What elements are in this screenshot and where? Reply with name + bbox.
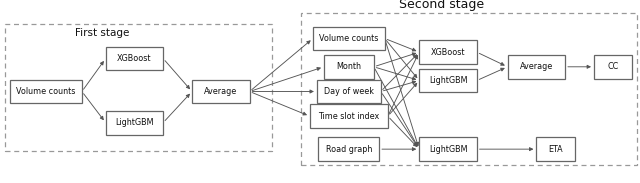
FancyBboxPatch shape: [317, 80, 381, 103]
Text: XGBoost: XGBoost: [431, 48, 465, 57]
FancyBboxPatch shape: [419, 137, 477, 161]
FancyBboxPatch shape: [192, 80, 250, 103]
FancyBboxPatch shape: [508, 55, 565, 79]
Text: LightGBM: LightGBM: [429, 76, 467, 85]
FancyBboxPatch shape: [419, 40, 477, 64]
FancyBboxPatch shape: [324, 55, 374, 79]
FancyBboxPatch shape: [106, 111, 163, 135]
FancyBboxPatch shape: [536, 137, 575, 161]
Text: LightGBM: LightGBM: [115, 118, 154, 127]
Text: LightGBM: LightGBM: [429, 145, 467, 154]
FancyBboxPatch shape: [313, 27, 385, 50]
FancyBboxPatch shape: [419, 69, 477, 92]
Text: Volume counts: Volume counts: [319, 34, 378, 43]
Text: Volume counts: Volume counts: [17, 87, 76, 96]
Text: Time slot index: Time slot index: [318, 112, 380, 121]
Text: Second stage: Second stage: [399, 0, 484, 11]
Text: Road graph: Road graph: [326, 145, 372, 154]
Text: CC: CC: [607, 62, 619, 71]
FancyBboxPatch shape: [319, 137, 380, 161]
Text: Day of week: Day of week: [324, 87, 374, 96]
Text: Average: Average: [204, 87, 237, 96]
FancyBboxPatch shape: [594, 55, 632, 79]
Text: XGBoost: XGBoost: [117, 54, 152, 63]
Text: First stage: First stage: [76, 28, 129, 38]
Bar: [301, 13, 637, 165]
FancyBboxPatch shape: [106, 47, 163, 70]
Text: ETA: ETA: [548, 145, 563, 154]
Text: Average: Average: [520, 62, 553, 71]
FancyBboxPatch shape: [10, 80, 82, 103]
Bar: [5, 24, 272, 151]
FancyBboxPatch shape: [310, 104, 388, 128]
Text: Month: Month: [336, 62, 362, 71]
